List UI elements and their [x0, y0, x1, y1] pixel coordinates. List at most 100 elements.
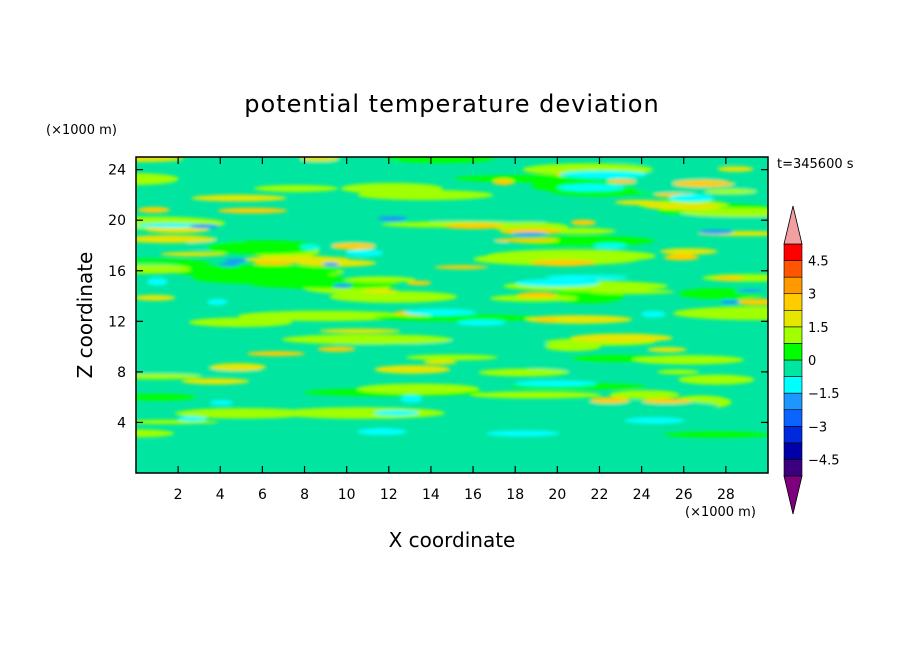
field-blob: [645, 203, 721, 210]
field-blob: [377, 216, 407, 221]
x-tick-label: 14: [422, 487, 440, 503]
field-blob: [209, 363, 267, 371]
colorbar-extend-max: [783, 205, 803, 245]
field-blob: [570, 219, 597, 226]
field-blob: [492, 178, 515, 186]
x-tick-label: 4: [216, 487, 225, 503]
field-blob: [146, 277, 168, 286]
colorbar-box: [783, 442, 803, 460]
field-blob: [478, 368, 569, 377]
x-tick-label: 28: [717, 487, 735, 503]
colorbar-box: [783, 293, 803, 311]
colorbar-label: 4.5: [808, 255, 829, 270]
field-blob: [672, 180, 735, 187]
field-blob: [178, 416, 207, 422]
field-blob: [317, 346, 356, 352]
x-tick-label: 18: [506, 487, 524, 503]
x-tick-label: 12: [380, 487, 398, 503]
colorbar-extend-min: [783, 475, 803, 515]
field-blob: [137, 206, 170, 213]
field-blob: [632, 355, 745, 365]
field-blob: [206, 298, 228, 306]
y-tick-label: 16: [108, 264, 126, 280]
y-tick-label: 24: [108, 163, 126, 179]
field-blob: [281, 334, 453, 345]
field-blob: [218, 263, 240, 267]
colorbar-label: 0: [808, 354, 816, 369]
x-tick-label: 24: [633, 487, 651, 503]
x-tick-label: 16: [464, 487, 482, 503]
colorbar-box: [783, 260, 803, 278]
y-axis-label: Z coordinate: [73, 252, 97, 379]
plot-frame: [135, 156, 769, 474]
field-blob: [679, 207, 768, 217]
field-blob: [217, 207, 288, 214]
field-blob: [191, 194, 287, 202]
field-blob: [714, 275, 744, 281]
field-blob: [374, 365, 451, 374]
colorbar-box: [783, 326, 803, 344]
colorbar-label: −4.5: [808, 453, 840, 468]
field-blob: [534, 317, 558, 323]
field-blob: [647, 347, 687, 353]
y-tick-label: 8: [117, 365, 126, 381]
field-blob: [136, 429, 175, 438]
field-blob: [611, 266, 687, 275]
field-blob: [494, 237, 560, 243]
field-blob: [657, 369, 700, 375]
field-blob: [698, 229, 734, 235]
field-blob: [423, 359, 457, 365]
field-blob: [136, 393, 196, 401]
field-blob: [206, 240, 322, 255]
field-blob: [704, 188, 757, 195]
y-tick-label: 12: [108, 314, 126, 330]
colorbar-box: [783, 459, 803, 477]
field-blob: [300, 157, 339, 162]
field-blob: [360, 187, 449, 198]
colorbar-label: 3: [808, 288, 816, 303]
field-blob: [210, 399, 234, 406]
field-blob: [400, 395, 423, 403]
time-label: t=345600 s: [777, 157, 854, 172]
field-blob: [641, 398, 693, 404]
field-blob: [624, 417, 685, 424]
colorbar-box: [783, 309, 803, 328]
field-blob: [589, 289, 675, 295]
field-blob: [734, 298, 768, 306]
field-blob: [470, 391, 602, 399]
colorbar: 4.5 3 1.5 0 −1.5 −3 −4.5: [783, 205, 840, 515]
field-blob: [641, 310, 666, 318]
field-blob: [344, 276, 416, 283]
field-blob: [136, 264, 191, 274]
colorbar-box: [783, 392, 803, 411]
colorbar-box: [783, 376, 803, 394]
field-blob: [329, 290, 458, 303]
field-blob: [136, 157, 185, 163]
field-blob: [589, 397, 630, 404]
field-blob: [545, 274, 629, 280]
field-blob: [238, 228, 347, 237]
x-tick-label: 20: [548, 487, 566, 503]
chart-title: potential temperature deviation: [244, 90, 659, 118]
field-blob: [607, 179, 637, 184]
field-lower-layer: [136, 441, 768, 473]
field-blob: [516, 292, 559, 298]
y-tick-label: 20: [108, 213, 126, 229]
field-blob: [403, 308, 477, 316]
field-blob: [251, 280, 399, 289]
field-blob: [225, 258, 247, 263]
field-blob: [678, 374, 755, 385]
x-unit-label: (×1000 m): [685, 505, 756, 520]
field-blob: [559, 170, 647, 179]
x-tick-label: 10: [338, 487, 356, 503]
field-blob: [333, 283, 353, 288]
field-blob: [557, 183, 625, 192]
x-tick-label: 8: [300, 487, 309, 503]
x-tick-label: 6: [258, 487, 267, 503]
colorbar-box: [783, 409, 803, 427]
colorbar-box: [783, 243, 803, 261]
field-blob: [253, 261, 295, 266]
field-blob: [136, 373, 203, 380]
field-blob: [136, 419, 219, 425]
